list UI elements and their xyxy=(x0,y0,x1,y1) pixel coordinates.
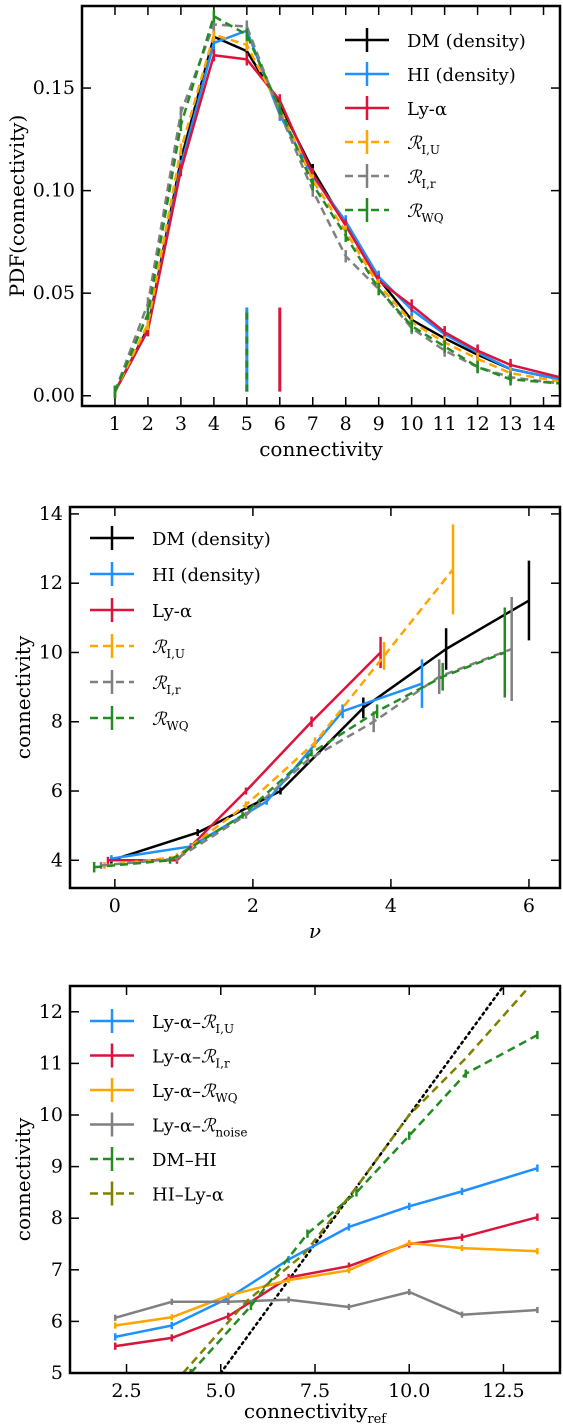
x-tick-label: 2 xyxy=(142,413,154,435)
y-tick-label: 11 xyxy=(39,1052,63,1074)
legend-label: Ly-α–ℛI,r xyxy=(152,1047,230,1071)
axes-frame xyxy=(68,505,562,890)
x-tick-label: 8 xyxy=(340,413,352,435)
series-line xyxy=(113,15,560,393)
legend-label: DM–HI xyxy=(152,1150,217,1171)
legend-label: ℛWQ xyxy=(152,709,189,733)
x-tick-label: 13 xyxy=(498,413,522,435)
x-tick-label: 10.0 xyxy=(388,1380,430,1402)
y-tick-label: 10 xyxy=(39,641,63,663)
x-tick-label: 2 xyxy=(247,895,259,917)
pdf-connectivity-chart: 1 2 3 4 5 6 7 8 9 10 11 12 13 140.000.050.100.15conne… xyxy=(5,4,562,461)
legend-label: Ly-α–ℛWQ xyxy=(152,1081,238,1105)
y-tick-label: 10 xyxy=(39,1104,63,1126)
x-tick-label: 5.0 xyxy=(206,1380,236,1402)
y-axis-label: connectivity xyxy=(11,635,35,759)
axes-frame xyxy=(68,984,562,1375)
y-tick-label: 8 xyxy=(51,1207,63,1229)
x-tick-label: 12 xyxy=(465,413,489,435)
x-tick-label: 4 xyxy=(208,413,220,435)
legend-label: HI (density) xyxy=(152,565,261,586)
x-tick-label: 3 xyxy=(175,413,187,435)
connectivity-vs-nu-chart: 0 2 4 6 4 6 8 10 12 14 ν connectivity DM (density) HI… xyxy=(11,503,562,943)
legend-label: DM (density) xyxy=(152,529,271,550)
plot-area xyxy=(113,986,539,1373)
x-tick-label: 5 xyxy=(241,413,253,435)
legend-label: ℛI,r xyxy=(152,673,181,697)
x-tick-label: 6 xyxy=(274,413,286,435)
legend-label: Ly-α xyxy=(152,601,192,622)
series-line xyxy=(113,33,560,393)
y-tick-label: 7 xyxy=(51,1259,63,1281)
series-line xyxy=(115,1241,538,1327)
x-tick-label: 4 xyxy=(385,895,397,917)
y-tick-label: 0.00 xyxy=(33,385,75,407)
series-line xyxy=(115,1215,538,1348)
series-line xyxy=(114,1166,538,1339)
y-axis-label: connectivity xyxy=(11,1117,35,1241)
series-line xyxy=(182,986,531,1373)
y-tick-label: 6 xyxy=(51,1310,63,1332)
y-tick-label: 6 xyxy=(51,780,63,802)
series-line xyxy=(113,53,560,393)
y-tick-label: 9 xyxy=(51,1156,63,1178)
x-tick-label: 7.5 xyxy=(300,1380,330,1402)
legend-label: ℛWQ xyxy=(407,201,444,225)
y-tick-label: 12 xyxy=(39,1001,63,1023)
series-line xyxy=(107,651,382,862)
x-tick-label: 6 xyxy=(523,895,535,917)
y-tick-label: 8 xyxy=(51,711,63,733)
x-tick-label: 12.5 xyxy=(482,1380,524,1402)
legend-label: Ly-α–ℛI,U xyxy=(152,1012,234,1036)
x-tick-label: 11 xyxy=(433,413,457,435)
axes-frame xyxy=(80,4,562,408)
x-tick-label: 2.5 xyxy=(111,1380,141,1402)
y-tick-label: 0.15 xyxy=(33,77,75,99)
x-tick-label: 1 xyxy=(109,413,121,435)
y-tick-label: 4 xyxy=(51,849,63,871)
legend-label: HI–Ly-α xyxy=(152,1185,224,1206)
y-tick-label: 14 xyxy=(39,503,63,525)
legend-label: ℛI,U xyxy=(152,637,185,661)
x-axis-label: connectivity xyxy=(259,437,383,461)
connectivity-vs-reference-chart: 2.5 5.0 7.5 10.0 12.5 5 6 7 8 9 10 11 12 connectivity… xyxy=(11,984,562,1426)
plot-area xyxy=(92,524,531,873)
plot-area xyxy=(113,10,560,398)
y-tick-label: 0.10 xyxy=(33,180,75,202)
x-tick-label: 14 xyxy=(531,413,555,435)
x-tick-label: 0 xyxy=(109,895,121,917)
x-axis-label: connectivityref xyxy=(244,1399,387,1426)
legend-label: HI (density) xyxy=(407,65,516,86)
series-line xyxy=(104,568,455,867)
x-tick-label: 9 xyxy=(373,413,385,435)
y-axis-label: PDF(connectivity) xyxy=(5,115,29,297)
legend-label: DM (density) xyxy=(407,31,526,52)
legend-label: ℛI,r xyxy=(407,167,436,191)
y-tick-label: 0.05 xyxy=(33,282,75,304)
series-line xyxy=(114,1290,538,1319)
series-line xyxy=(111,599,530,862)
legend-label: Ly-α–ℛnoise xyxy=(152,1116,247,1140)
x-axis-label: ν xyxy=(309,919,321,943)
legend-label: ℛI,U xyxy=(407,133,440,157)
series-line xyxy=(189,1033,538,1373)
x-tick-label: 10 xyxy=(400,413,424,435)
y-tick-label: 12 xyxy=(39,572,63,594)
y-tick-label: 5 xyxy=(51,1362,63,1384)
legend-label: Ly-α xyxy=(407,99,447,120)
x-tick-label: 7 xyxy=(307,413,319,435)
